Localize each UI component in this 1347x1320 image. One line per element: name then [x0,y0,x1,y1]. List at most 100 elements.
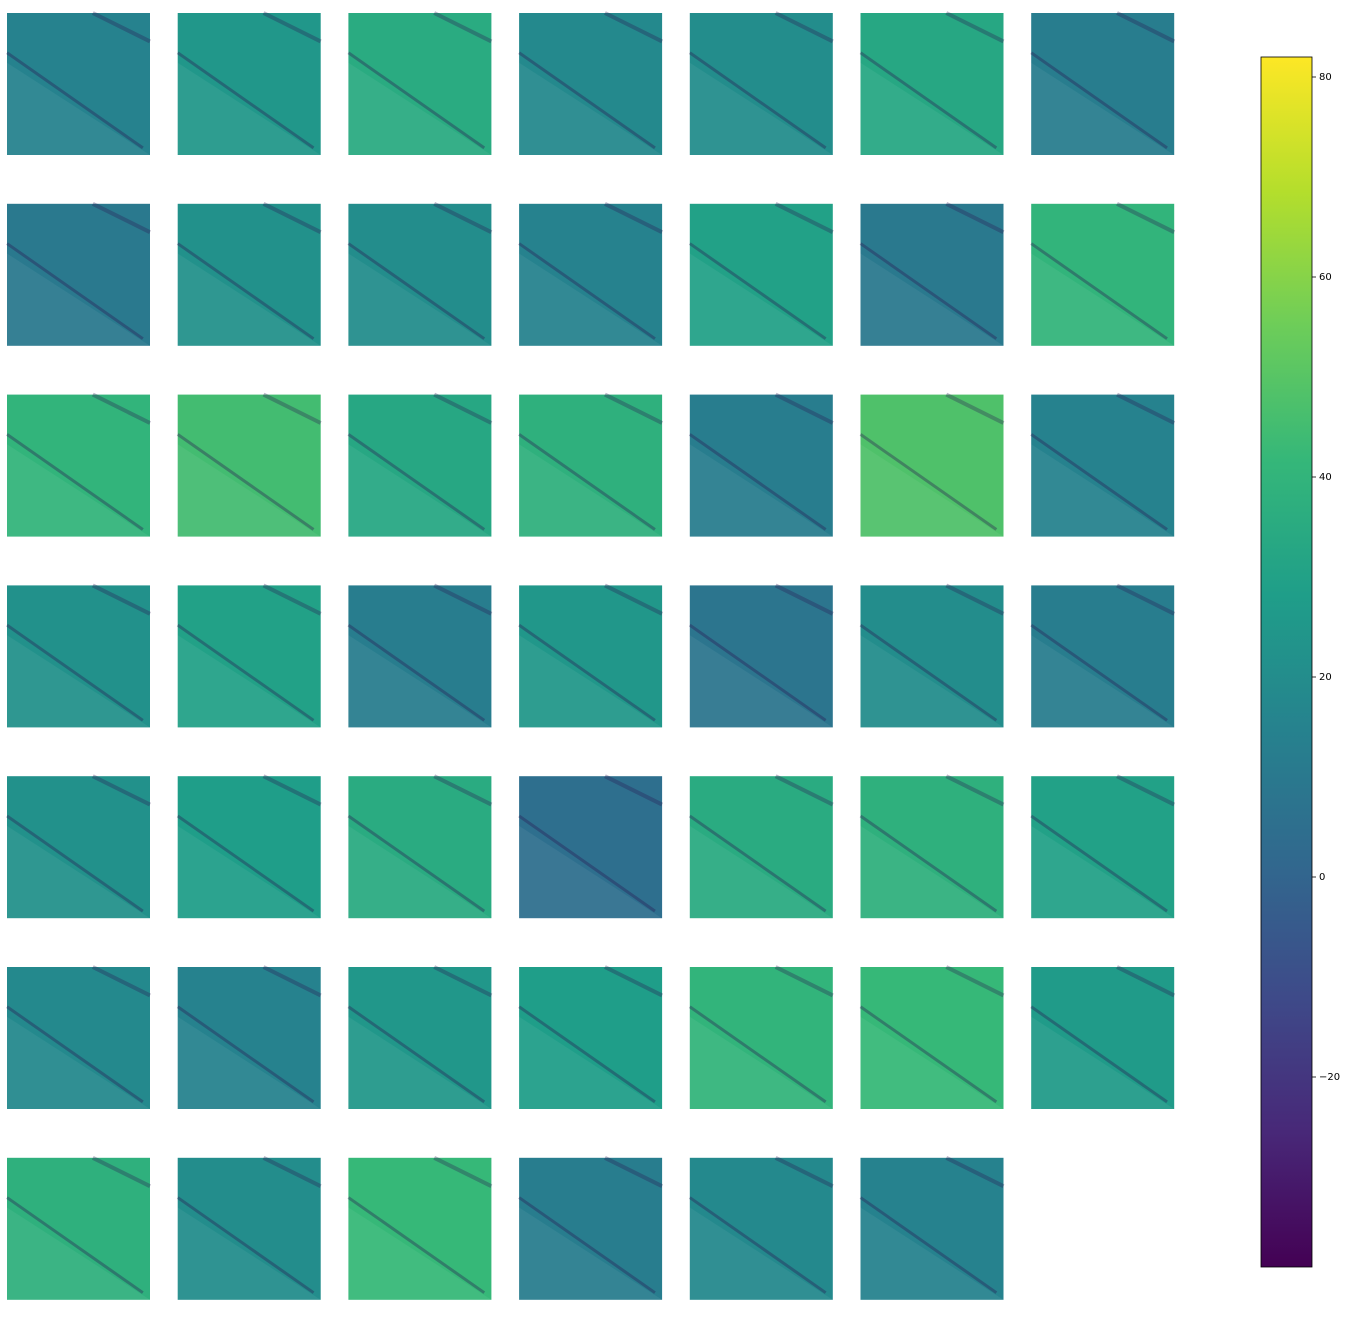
texture [7,1207,150,1300]
feature-map [860,585,1004,728]
texture [177,62,321,156]
texture [91,1156,151,1188]
colorbar-tick-label: 20 [1319,672,1332,683]
texture [860,635,1004,728]
texture [91,774,151,807]
feature-map [860,394,1004,537]
texture [859,51,998,150]
texture [262,392,322,425]
texture [689,1207,833,1300]
feature-map [519,394,663,537]
texture [347,1196,486,1294]
texture [945,392,1005,425]
texture [262,965,322,998]
feature-map [348,203,492,346]
texture [604,965,663,998]
texture [91,11,151,44]
texture [519,1207,663,1300]
texture [519,62,663,156]
feature-map [689,967,833,1109]
texture [1116,202,1176,234]
texture [6,51,144,150]
texture [6,623,144,722]
texture [860,1016,1004,1109]
texture [1030,433,1168,531]
texture [860,444,1004,537]
texture [859,242,998,340]
texture [1031,635,1175,728]
texture [7,635,150,728]
texture [518,814,656,913]
texture [1031,62,1175,156]
texture [774,202,834,234]
texture [1030,814,1168,913]
texture [176,1196,315,1294]
texture [1116,774,1176,807]
feature-map [1031,203,1175,346]
texture [518,433,656,531]
texture [6,1005,144,1104]
texture [347,1005,486,1104]
texture [774,1156,834,1188]
feature-map [1031,394,1175,537]
texture [518,623,656,722]
feature-map [1031,585,1175,728]
texture [177,444,321,537]
texture [1030,51,1168,150]
texture [91,392,151,425]
texture [348,1207,492,1300]
feature-map [348,13,492,155]
texture [1116,583,1176,616]
feature-map [519,1157,663,1300]
texture [689,825,833,919]
texture [433,965,493,998]
texture [518,242,656,340]
texture [348,1016,492,1109]
feature-map [519,13,663,155]
texture [860,825,1004,919]
texture [1031,825,1175,919]
texture [604,11,663,44]
texture [774,392,834,425]
texture [347,814,486,913]
feature-map [860,203,1004,346]
texture [1031,253,1175,346]
feature-map [177,585,321,728]
texture [348,635,492,728]
texture [177,1016,321,1109]
feature-map [177,13,321,155]
texture [6,433,144,531]
texture [347,623,486,722]
texture [6,814,144,913]
texture [604,202,663,234]
feature-map [519,967,663,1109]
texture [689,62,833,156]
texture [6,242,144,340]
feature-map [348,585,492,728]
colorbar-tick-label: 80 [1319,72,1332,83]
texture [1031,1016,1175,1109]
feature-map [689,1157,833,1300]
feature-map [1031,967,1175,1109]
texture [433,583,493,616]
texture [519,825,663,919]
texture [433,202,493,234]
feature-map [7,776,150,919]
texture [945,1156,1005,1188]
texture [945,202,1005,234]
texture [177,635,321,728]
texture [519,444,663,537]
texture [688,433,827,531]
texture [689,253,833,346]
texture [859,1196,998,1294]
texture [859,433,998,531]
texture [7,825,150,919]
texture [7,253,150,346]
colorbar-tick-label: −20 [1319,1072,1340,1083]
texture [860,62,1004,156]
texture [518,1005,656,1104]
texture [347,242,486,340]
texture [1030,623,1168,722]
feature-map [1031,776,1175,919]
texture [348,253,492,346]
